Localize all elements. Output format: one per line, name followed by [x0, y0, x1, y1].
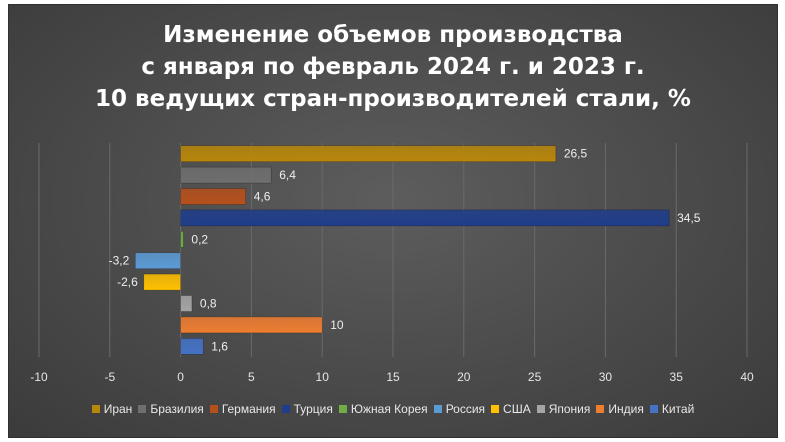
legend-item: Китай: [649, 402, 695, 416]
legend-swatch: [596, 405, 605, 413]
bar-4: [180, 209, 670, 227]
bar-5: [180, 231, 184, 248]
data-label: 6,4: [279, 168, 296, 182]
bar-8: [180, 295, 193, 312]
legend-label: Южная Корея: [350, 402, 428, 416]
legend-swatch: [281, 405, 290, 413]
chart-title-line-1: Изменение объемов производства: [163, 22, 623, 48]
legend-swatch: [536, 405, 545, 413]
data-label: 10: [330, 318, 344, 332]
bar-2: [180, 166, 272, 184]
chart-title-line-2: с января по февраль 2024 г. и 2023 г.: [141, 54, 645, 80]
x-tick-label: 20: [457, 370, 471, 384]
legend-label: Индия: [608, 402, 644, 416]
x-tick-label: 5: [248, 370, 255, 384]
bar-chart-plot: -10 -5 0 5 10 15 20 25 30 35 40 26,5 6,4 4,6 34,5 0,2 -3…: [30, 143, 754, 384]
chart-panel: Изменение объемов производства с января …: [8, 4, 778, 438]
legend-item: Индия: [596, 402, 644, 416]
legend-item: Япония: [536, 402, 591, 416]
x-tick-label: 35: [670, 370, 684, 384]
legend-item: Южная Корея: [338, 402, 428, 416]
chart-legend: Иран Бразилия Германия Турция Южная Корея Рос…: [9, 402, 777, 416]
chart-title: Изменение объемов производства с января …: [9, 19, 777, 115]
data-label: 34,5: [677, 211, 701, 225]
legend-label: Турция: [293, 402, 333, 416]
legend-label: США: [503, 402, 531, 416]
legend-swatch: [138, 405, 147, 413]
legend-item: США: [491, 402, 531, 416]
bar-6: [134, 252, 181, 269]
legend-item: Германия: [209, 402, 276, 416]
data-label: 26,5: [564, 147, 588, 161]
x-tick-label: 25: [528, 370, 542, 384]
legend-swatch: [91, 405, 100, 413]
data-label: -2,6: [117, 275, 138, 289]
data-label: 1,6: [211, 339, 228, 353]
legend-swatch: [433, 405, 442, 413]
data-label: 4,6: [254, 190, 271, 204]
legend-item: Турция: [281, 402, 333, 416]
legend-swatch: [649, 405, 658, 413]
chart-title-line-3: 10 ведущих стран-производителей стали, %: [95, 86, 691, 112]
legend-swatch: [209, 405, 218, 413]
legend-label: Иран: [103, 402, 133, 416]
legend-label: Бразилия: [150, 402, 204, 416]
legend-label: Япония: [548, 402, 591, 416]
legend-label: Китай: [661, 402, 695, 416]
data-label: 0,2: [191, 232, 208, 246]
bar-9: [180, 316, 323, 334]
x-tick-label: 0: [177, 370, 184, 384]
legend-item: Иран: [91, 402, 133, 416]
legend-item: Россия: [433, 402, 486, 416]
bar-10: [180, 337, 204, 355]
x-tick-label: 30: [599, 370, 613, 384]
x-tick-label: 10: [316, 370, 330, 384]
bar-1: [180, 145, 557, 162]
x-tick-label: 40: [740, 370, 754, 384]
x-tick-label: 15: [386, 370, 400, 384]
legend-label: Россия: [445, 402, 486, 416]
legend-label: Германия: [221, 402, 276, 416]
data-label: -3,2: [109, 254, 130, 268]
legend-swatch: [338, 405, 347, 413]
x-tick-label: -10: [30, 370, 48, 384]
bar-7: [143, 273, 181, 291]
data-label: 0,8: [200, 297, 217, 311]
bar-3: [180, 188, 247, 205]
legend-swatch: [491, 405, 500, 413]
legend-item: Бразилия: [138, 402, 204, 416]
x-tick-label: -5: [104, 370, 115, 384]
